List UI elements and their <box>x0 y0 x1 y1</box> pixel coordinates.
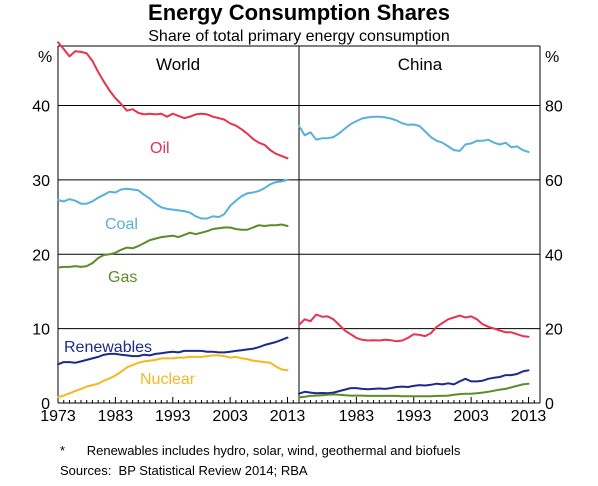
chart-title: Energy Consumption Shares <box>148 0 450 25</box>
x-tick-label: 1983 <box>339 408 375 425</box>
series-line-oil <box>298 313 530 343</box>
right-unit-label: % <box>545 49 559 66</box>
sources-note: Sources: BP Statistical Review 2014; RBA <box>60 463 308 478</box>
series-line-coal <box>57 178 289 220</box>
y-tick-label: 0 <box>545 396 554 413</box>
series-line-gas <box>298 382 530 399</box>
gridlines <box>58 105 540 330</box>
y-tick-label: 80 <box>545 99 563 116</box>
world-panel-title: World <box>156 55 200 74</box>
series-label-gas: Gas <box>108 269 137 286</box>
series-label-renewables: Renewables <box>64 339 152 356</box>
series-line-renewables <box>57 336 289 366</box>
series-line-nuclear <box>57 354 289 399</box>
x-tick-label: 1993 <box>155 408 191 425</box>
chart-subtitle: Share of total primary energy consumptio… <box>148 28 449 45</box>
y-tick-label: 20 <box>545 322 563 339</box>
left-unit-label: % <box>38 49 52 66</box>
series-label-oil: Oil <box>150 140 170 157</box>
series-line-coal <box>298 115 530 153</box>
series-lines <box>57 41 530 399</box>
series-label-coal: Coal <box>105 216 138 233</box>
x-tick-label: 2003 <box>453 408 489 425</box>
x-tick-label: 2013 <box>270 408 306 425</box>
y-tick-label: 10 <box>32 322 50 339</box>
y-tick-label: 40 <box>545 247 563 264</box>
y-tick-label: 40 <box>32 99 50 116</box>
x-tick-label: 1993 <box>396 408 432 425</box>
y-tick-label: 20 <box>32 247 50 264</box>
footnote: * Renewables includes hydro, solar, wind… <box>60 443 461 458</box>
y-tick-label: 30 <box>32 173 50 190</box>
x-tick-label: 2013 <box>511 408 547 425</box>
series-line-gas <box>57 223 289 269</box>
series-label-nuclear: Nuclear <box>140 371 196 388</box>
y-tick-label: 60 <box>545 173 563 190</box>
china-panel-title: China <box>398 55 443 74</box>
y-tick-label: 0 <box>41 396 50 413</box>
x-tick-label: 1983 <box>98 408 134 425</box>
x-tick-label: 2003 <box>212 408 248 425</box>
series-line-oil <box>57 41 289 160</box>
x-tick-label: 1973 <box>40 408 76 425</box>
series-line-renewables <box>298 369 530 395</box>
